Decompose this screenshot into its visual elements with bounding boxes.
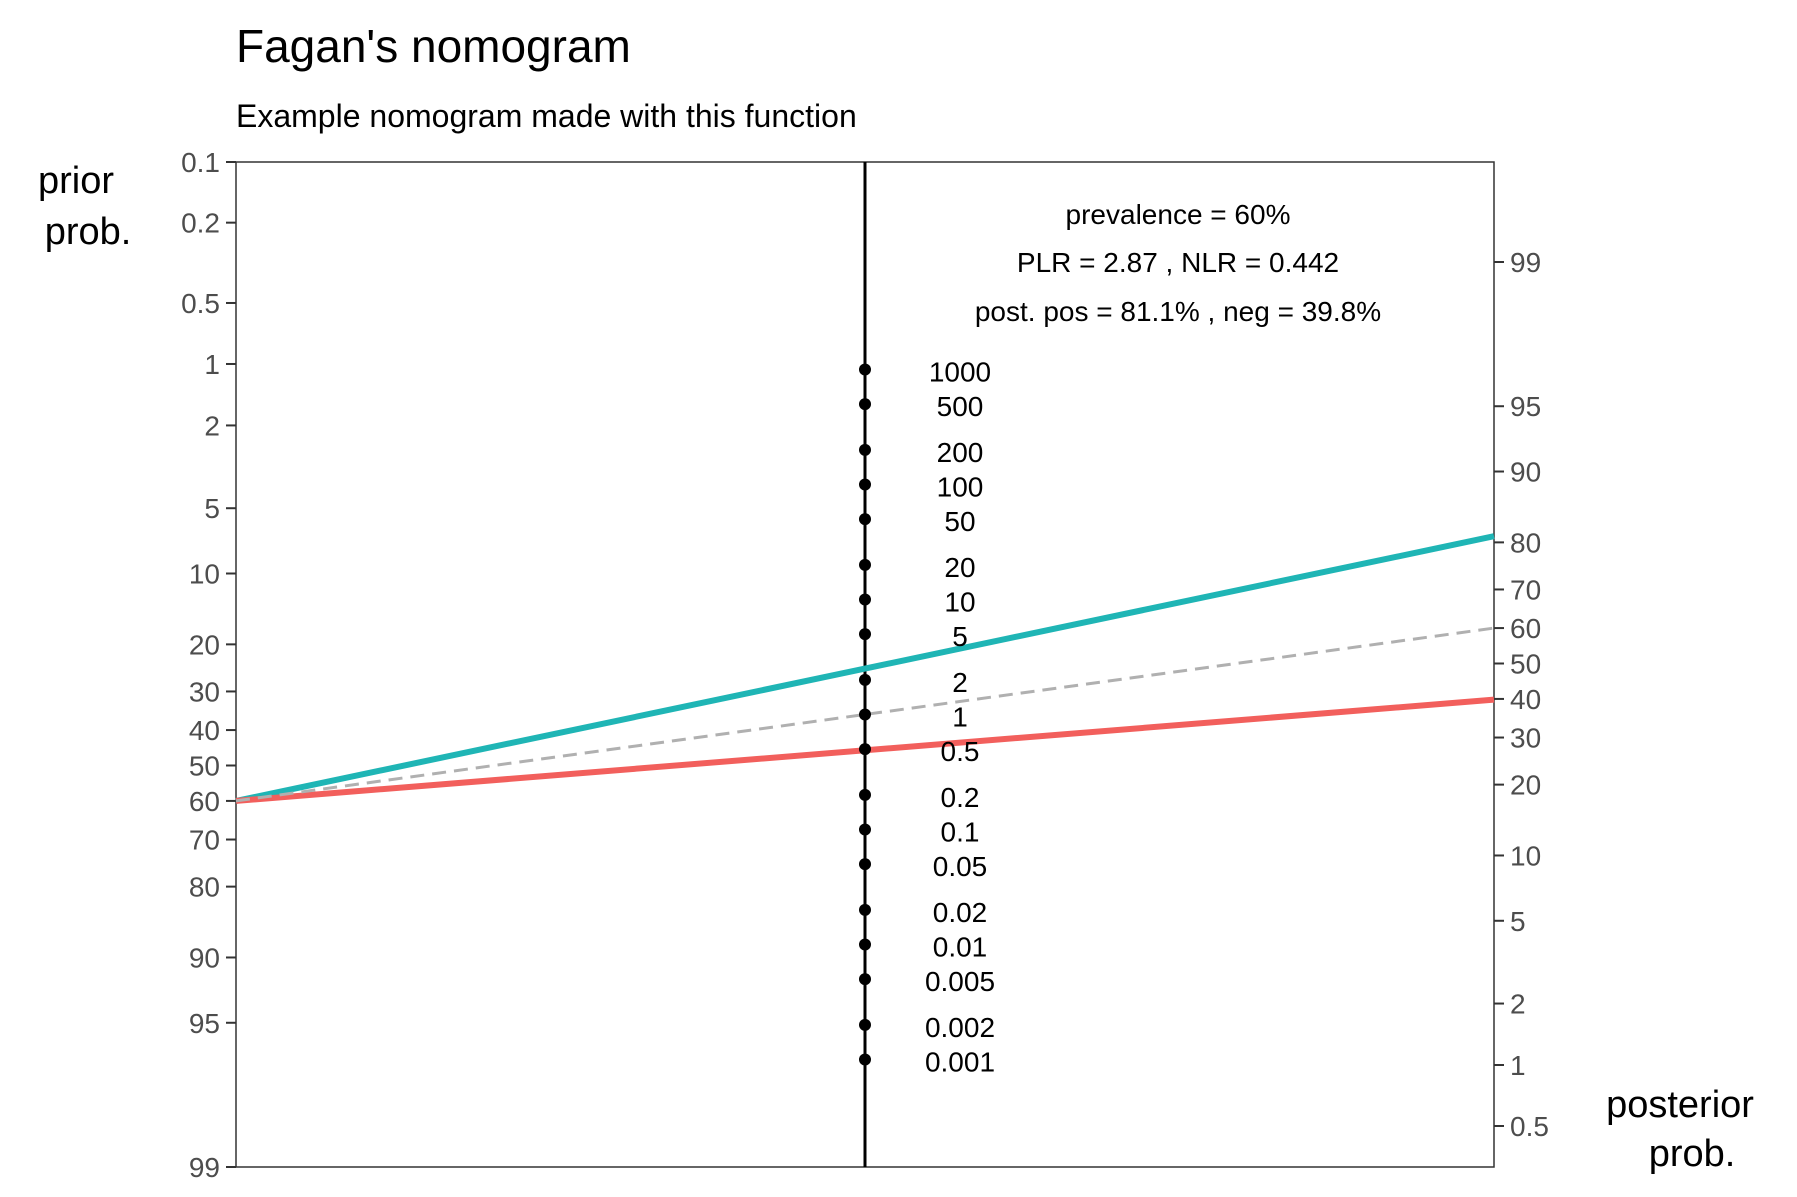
left-axis-tick-label: 0.2 <box>181 208 220 239</box>
right-axis-tick-label: 40 <box>1510 684 1541 715</box>
lr-label: 0.005 <box>925 966 995 997</box>
annotation-posterior: post. pos = 81.1% , neg = 39.8% <box>975 296 1381 327</box>
right-axis-tick-label: 60 <box>1510 613 1541 644</box>
lr-point <box>859 363 871 376</box>
lr-point <box>859 938 871 951</box>
left-axis-tick-label: 10 <box>189 559 220 590</box>
left-axis-title-line1: prior <box>38 160 114 202</box>
lr-point <box>859 593 871 606</box>
lr-point <box>859 743 871 756</box>
right-axis-title-line1: posterior <box>1606 1084 1754 1126</box>
right-axis-tick-label: 70 <box>1510 574 1541 605</box>
right-axis-tick-label: 80 <box>1510 527 1541 558</box>
lr-label: 0.02 <box>933 897 988 928</box>
lr-label: 200 <box>937 437 984 468</box>
lr-label: 0.001 <box>925 1046 995 1077</box>
left-axis-tick-label: 5 <box>204 493 220 524</box>
lr-label: 0.1 <box>941 816 980 847</box>
left-axis-tick-label: 20 <box>189 629 220 660</box>
lr-label: 0.5 <box>941 736 980 767</box>
lr-point <box>859 708 871 721</box>
left-axis-title-line2: prob. <box>45 211 132 253</box>
right-axis-tick-label: 1 <box>1510 1050 1526 1081</box>
lr-label: 50 <box>944 506 975 537</box>
left-axis-tick-label: 2 <box>204 410 220 441</box>
chart-subtitle: Example nomogram made with this function <box>236 98 857 134</box>
lr-point <box>859 1018 871 1031</box>
right-axis-tick-label: 5 <box>1510 906 1526 937</box>
lr-point <box>859 443 871 456</box>
right-axis-tick-label: 10 <box>1510 840 1541 871</box>
lr-label: 2 <box>952 667 968 698</box>
right-axis-tick-label: 30 <box>1510 723 1541 754</box>
left-axis-tick-label: 0.5 <box>181 288 220 319</box>
likelihood-ratio-marks: 10005002001005020105210.50.20.10.050.020… <box>859 356 995 1077</box>
lr-point <box>859 628 871 641</box>
lr-point <box>859 513 871 526</box>
lr-point <box>859 558 871 571</box>
lr-label: 0.2 <box>941 782 980 813</box>
lr-label: 10 <box>944 586 975 617</box>
left-axis-tick-label: 40 <box>189 715 220 746</box>
lr-point <box>859 823 871 836</box>
left-axis-tick-label: 60 <box>189 786 220 817</box>
left-axis: 0.1 0.2 0.5 1 2 5 10 20 30 40 50 60 70 80 90 95 99 <box>181 147 236 1183</box>
right-axis-tick-label: 90 <box>1510 457 1541 488</box>
right-axis-tick-label: 2 <box>1510 989 1526 1020</box>
left-axis-tick-label: 50 <box>189 750 220 781</box>
lr-point <box>859 673 871 686</box>
lr-label: 20 <box>944 552 975 583</box>
lr-point <box>859 788 871 801</box>
series-line-2 <box>235 626 1495 803</box>
left-axis-tick-label: 30 <box>189 676 220 707</box>
lr-label: 0.002 <box>925 1012 995 1043</box>
lr-label: 500 <box>937 391 984 422</box>
lr-label: 0.01 <box>933 931 988 962</box>
right-axis-tick-label: 95 <box>1510 391 1541 422</box>
annotation-prevalence: prevalence = 60% <box>1066 199 1291 230</box>
right-axis-tick-label: 20 <box>1510 770 1541 801</box>
lr-point <box>859 973 871 986</box>
right-axis-tick-label: 50 <box>1510 648 1541 679</box>
series-line-0 <box>235 533 1495 804</box>
lr-point <box>859 858 871 871</box>
annotation-likelihood-ratios: PLR = 2.87 , NLR = 0.442 <box>1017 247 1339 278</box>
lr-label: 1000 <box>929 356 991 387</box>
left-axis-tick-label: 95 <box>189 1008 220 1039</box>
left-axis-tick-label: 0.1 <box>181 147 220 178</box>
lr-point <box>859 398 871 411</box>
lr-label: 5 <box>952 621 968 652</box>
lr-point <box>859 1053 871 1066</box>
left-axis-tick-label: 99 <box>189 1152 220 1183</box>
lr-label: 0.05 <box>933 851 988 882</box>
lr-label: 1 <box>952 701 968 732</box>
right-axis-tick-label: 99 <box>1510 247 1541 278</box>
left-axis-tick-label: 70 <box>189 825 220 856</box>
right-axis-title-line2: prob. <box>1649 1133 1736 1175</box>
left-axis-tick-label: 80 <box>189 872 220 903</box>
lr-point <box>859 478 871 491</box>
left-axis-tick-label: 90 <box>189 942 220 973</box>
lr-label: 100 <box>937 471 984 502</box>
right-axis-tick-label: 0.5 <box>1510 1111 1549 1142</box>
lr-point <box>859 903 871 916</box>
left-axis-tick-label: 1 <box>204 349 220 380</box>
right-axis: 0.5 1 2 5 10 20 30 40 50 60 70 80 90 95 99 <box>1494 247 1549 1142</box>
chart-title: Fagan's nomogram <box>236 20 631 72</box>
